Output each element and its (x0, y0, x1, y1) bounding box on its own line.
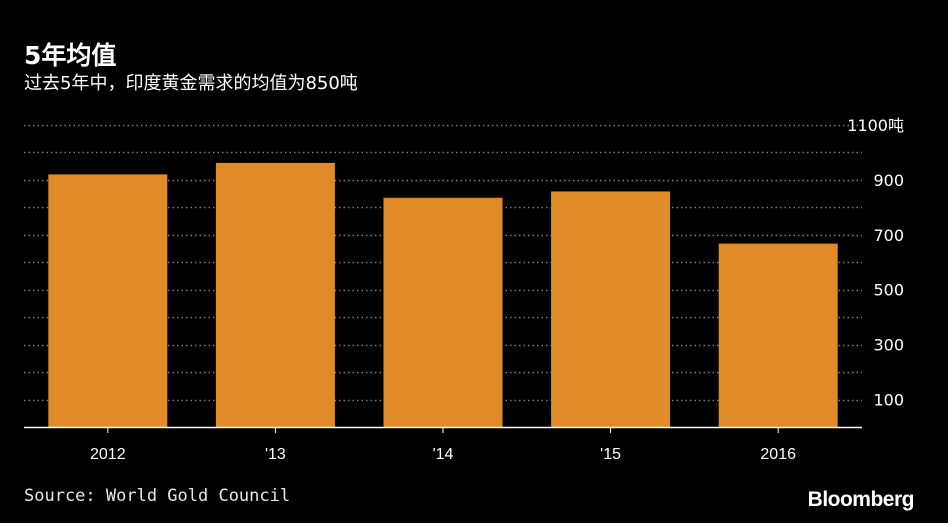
bloomberg-logo: Bloomberg (807, 488, 915, 511)
x-tick-label: '13 (265, 446, 286, 463)
bar-0 (48, 174, 168, 427)
y-tick-label: 100 (873, 391, 904, 410)
source-note: Source: World Gold Council (24, 486, 291, 506)
chart-subtitle: 过去5年中，印度黄金需求的均值为850吨 (24, 73, 358, 94)
bar-2 (383, 197, 503, 427)
x-tick-label: '15 (600, 446, 621, 463)
x-tick-label: '14 (433, 446, 454, 463)
y-tick-label: 1100吨 (847, 116, 904, 135)
y-tick-label: 300 (873, 336, 904, 355)
bar-1 (215, 162, 335, 427)
bar-4 (718, 243, 838, 427)
x-tick-label: 2016 (760, 446, 796, 463)
chart-title: 5年均值 (24, 41, 117, 70)
x-tick-label: 2012 (90, 446, 126, 463)
y-tick-label: 900 (873, 171, 904, 190)
y-tick-label: 700 (873, 226, 904, 245)
bar-3 (551, 191, 671, 427)
y-tick-label: 500 (873, 281, 904, 300)
